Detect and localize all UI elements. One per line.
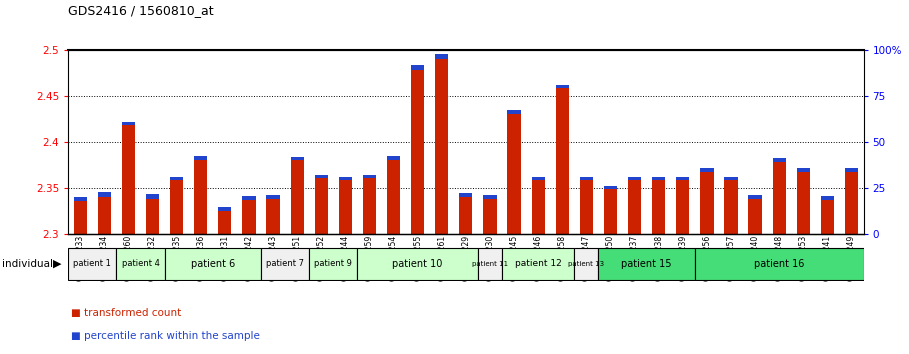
Bar	[74, 197, 87, 201]
Bar	[170, 177, 184, 180]
Bar	[387, 156, 400, 160]
Bar	[165, 248, 261, 280]
Text: patient 4: patient 4	[122, 259, 159, 268]
Bar	[68, 248, 116, 280]
Bar	[339, 177, 352, 180]
Bar	[411, 70, 425, 234]
Bar	[195, 160, 207, 234]
Bar	[363, 175, 376, 178]
Bar	[170, 180, 184, 234]
Bar	[604, 186, 617, 189]
Bar	[309, 248, 357, 280]
Text: patient 12: patient 12	[514, 259, 562, 268]
Bar	[122, 122, 135, 125]
Bar	[261, 248, 309, 280]
Bar	[700, 168, 714, 172]
Bar	[97, 197, 111, 234]
Bar	[555, 85, 569, 88]
Bar	[507, 110, 521, 114]
Text: GDS2416 / 1560810_at: GDS2416 / 1560810_at	[68, 4, 214, 17]
Bar	[821, 196, 834, 200]
Bar	[122, 125, 135, 234]
Bar	[652, 180, 665, 234]
Bar	[195, 156, 207, 160]
Bar	[724, 177, 737, 180]
Bar	[844, 172, 858, 234]
Bar	[652, 177, 665, 180]
Bar	[243, 196, 255, 200]
Bar	[146, 194, 159, 199]
Bar	[821, 200, 834, 234]
Bar	[502, 248, 574, 280]
Bar	[266, 195, 280, 199]
Bar	[580, 177, 593, 180]
Bar	[218, 207, 232, 211]
Bar	[315, 178, 328, 234]
Bar	[74, 201, 87, 234]
Bar	[459, 197, 473, 234]
Bar	[796, 168, 810, 172]
Bar	[532, 180, 544, 234]
Bar	[532, 177, 544, 180]
Bar	[459, 193, 473, 197]
Bar	[435, 54, 448, 59]
Bar	[411, 65, 425, 70]
Bar	[291, 157, 304, 160]
Bar	[315, 175, 328, 178]
Bar	[218, 211, 232, 234]
Bar	[291, 160, 304, 234]
Bar	[748, 199, 762, 234]
Bar	[574, 248, 598, 280]
Text: ▶: ▶	[53, 259, 61, 269]
Bar	[700, 172, 714, 234]
Bar	[116, 248, 165, 280]
Bar	[243, 200, 255, 234]
Bar	[598, 248, 694, 280]
Bar	[694, 248, 864, 280]
Bar	[628, 177, 641, 180]
Bar	[363, 178, 376, 234]
Bar	[387, 160, 400, 234]
Bar	[676, 180, 689, 234]
Bar	[146, 199, 159, 234]
Bar	[580, 180, 593, 234]
Text: patient 11: patient 11	[472, 261, 508, 267]
Bar	[484, 195, 496, 199]
Text: patient 10: patient 10	[393, 259, 443, 269]
Bar	[266, 199, 280, 234]
Bar	[97, 192, 111, 197]
Bar	[604, 189, 617, 234]
Bar	[357, 248, 478, 280]
Bar	[435, 59, 448, 234]
Text: patient 16: patient 16	[754, 259, 804, 269]
Text: patient 15: patient 15	[622, 259, 672, 269]
Bar	[478, 248, 502, 280]
Bar	[339, 180, 352, 234]
Text: ■ percentile rank within the sample: ■ percentile rank within the sample	[71, 331, 260, 341]
Bar	[748, 195, 762, 199]
Text: individual: individual	[2, 259, 53, 269]
Text: patient 7: patient 7	[266, 259, 305, 268]
Bar	[844, 168, 858, 172]
Bar	[676, 177, 689, 180]
Bar	[507, 114, 521, 234]
Bar	[724, 180, 737, 234]
Bar	[484, 199, 496, 234]
Text: patient 1: patient 1	[74, 259, 111, 268]
Bar	[773, 162, 785, 234]
Text: patient 6: patient 6	[191, 259, 235, 269]
Bar	[628, 180, 641, 234]
Bar	[773, 158, 785, 162]
Text: patient 9: patient 9	[315, 259, 352, 268]
Bar	[555, 88, 569, 234]
Bar	[796, 172, 810, 234]
Text: ■ transformed count: ■ transformed count	[71, 308, 181, 318]
Text: patient 13: patient 13	[568, 261, 604, 267]
